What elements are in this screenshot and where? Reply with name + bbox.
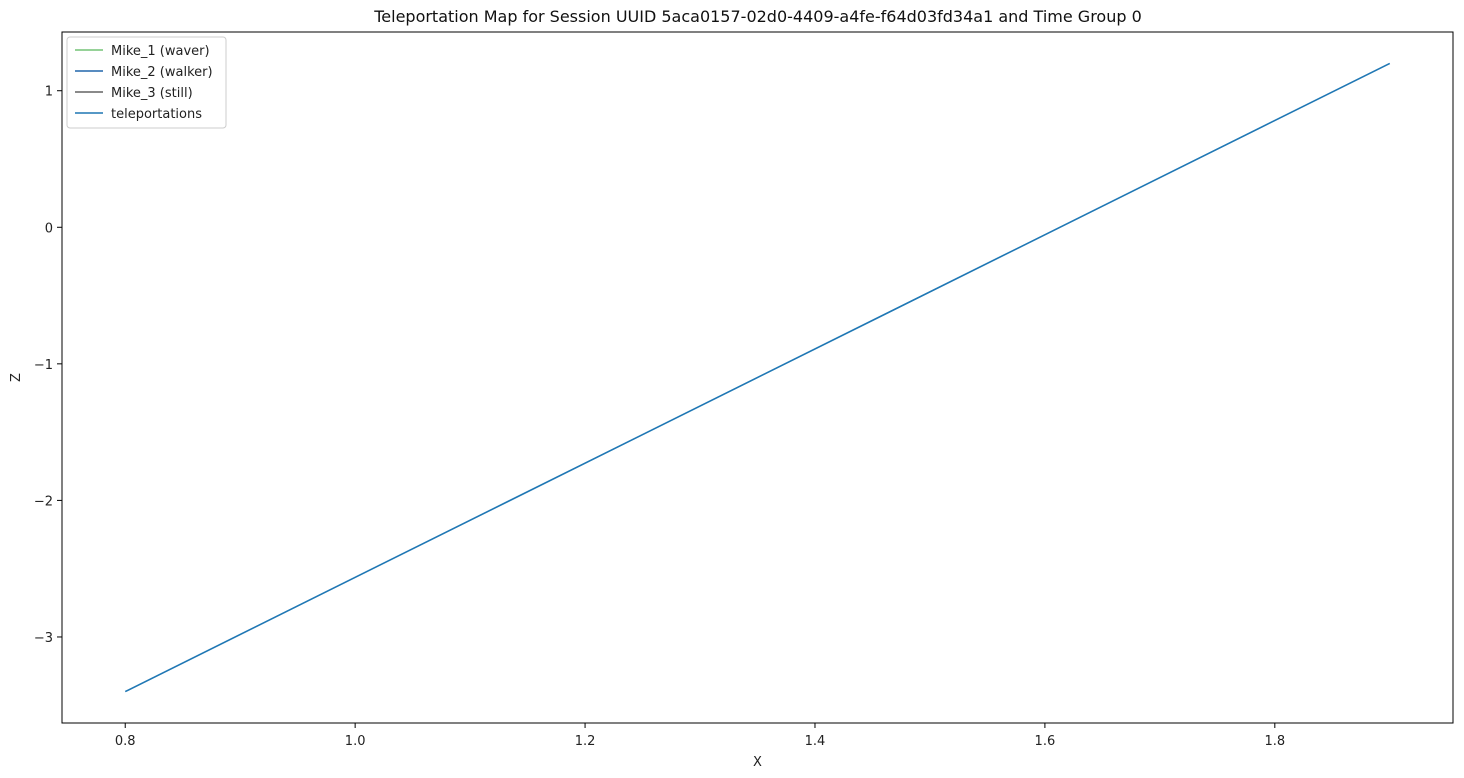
legend-entry-label: Mike_3 (still) <box>111 86 193 101</box>
legend-entry-label: Mike_2 (walker) <box>111 65 213 80</box>
y-tick-label: −2 <box>34 494 53 509</box>
chart-title: Teleportation Map for Session UUID 5aca0… <box>373 7 1142 26</box>
y-tick-label: 0 <box>45 221 53 236</box>
y-axis-label: Z <box>9 373 24 382</box>
x-tick-label: 0.8 <box>115 734 136 749</box>
y-axis: 1 0 −1 −2 −3 <box>34 85 62 646</box>
legend-entry-label: Mike_1 (waver) <box>111 44 210 59</box>
x-axis: 0.8 1.0 1.2 1.4 1.6 1.8 <box>115 723 1285 749</box>
plot-area <box>124 62 1391 693</box>
legend-box <box>66 36 227 129</box>
axes-frame <box>61 31 1454 724</box>
x-tick-label: 1.2 <box>575 734 596 749</box>
y-tick-label: −3 <box>34 631 53 646</box>
x-tick-label: 1.6 <box>1035 734 1056 749</box>
x-tick-label: 1.8 <box>1264 734 1285 749</box>
y-tick-label: 1 <box>45 85 53 100</box>
series-line-3 <box>124 62 1391 693</box>
legend: Mike_1 (waver) Mike_2 (walker) Mike_3 (sti… <box>66 36 227 129</box>
x-tick-label: 1.4 <box>805 734 826 749</box>
y-tick-label: −1 <box>34 358 53 373</box>
legend-entry-label: teleportations <box>111 107 202 122</box>
x-tick-label: 1.0 <box>345 734 366 749</box>
x-axis-label: X <box>753 755 762 770</box>
